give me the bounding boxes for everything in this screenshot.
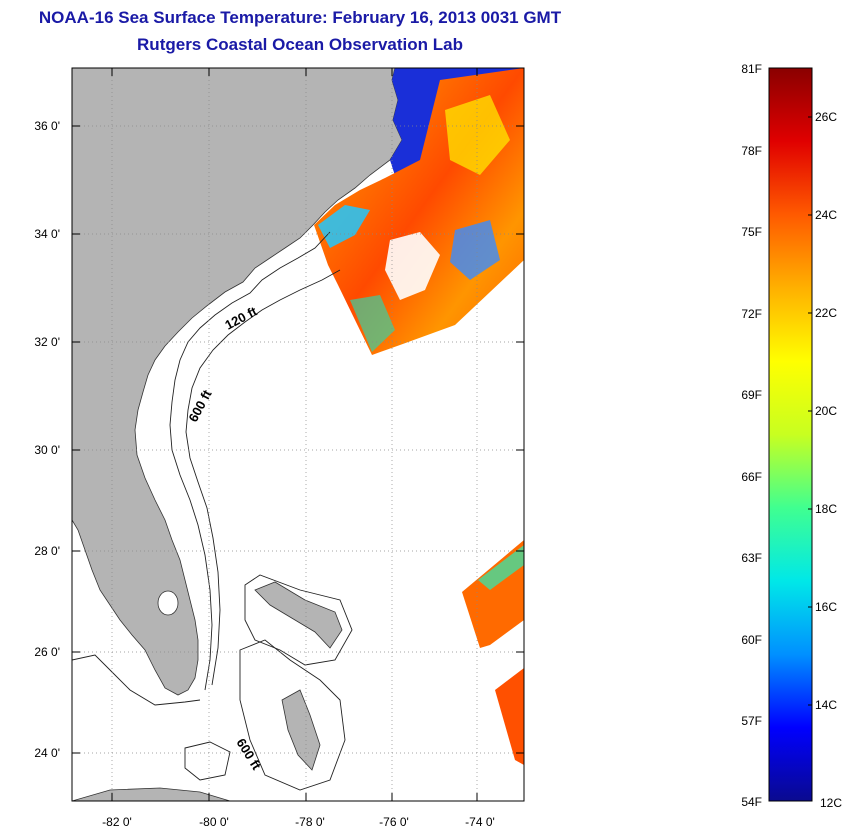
axis-ticks (72, 68, 524, 801)
land-bahamas-andros (281, 689, 321, 771)
lon-label: -74 0' (465, 815, 495, 829)
lon-label: -78 0' (295, 815, 325, 829)
lat-label: 36 0' (34, 119, 60, 133)
isobath-label-600ft: 600 ft (185, 387, 215, 425)
colorbar-label-f: 72F (741, 307, 762, 321)
land-cuba (72, 787, 231, 801)
colorbar-label-f: 81F (741, 62, 762, 76)
colorbar-label-f: 63F (741, 551, 762, 565)
colorbar-label-f: 75F (741, 225, 762, 239)
land-southeast-us (72, 68, 403, 696)
lon-label: -76 0' (379, 815, 409, 829)
lon-label: -80 0' (199, 815, 229, 829)
colorbar-f-labels: 81F 78F 75F 72F 69F 66F 63F 60F 57F 54F (741, 62, 762, 809)
map-subtitle: Rutgers Coastal Ocean Observation Lab (137, 35, 463, 54)
colorbar-label-c: 16C (815, 600, 837, 614)
lon-label: -82 0' (102, 815, 132, 829)
isobath-keys (72, 654, 201, 706)
lake-okeechobee (157, 590, 179, 616)
graticule (72, 68, 524, 801)
colorbar-label-c: 12C (820, 796, 842, 810)
colorbar-c-ticks (808, 116, 812, 706)
sst-cool-patch (318, 205, 370, 248)
lat-label: 24 0' (34, 746, 60, 760)
map-frame (71, 67, 525, 802)
lat-label: 30 0' (34, 443, 60, 457)
colorbar-label-f: 54F (741, 795, 762, 809)
colorbar-label-c: 20C (815, 404, 837, 418)
isobath-cuba-bank (184, 741, 231, 781)
colorbar-label-f: 60F (741, 633, 762, 647)
colorbar-label-f: 69F (741, 388, 762, 402)
isobath-bahamas (244, 574, 353, 666)
colorbar-label-c: 14C (815, 698, 837, 712)
colorbar-label-c: 26C (815, 110, 837, 124)
sst-swath-south-2 (495, 668, 524, 765)
sst-cool-patch (478, 545, 524, 590)
colorbar (768, 67, 813, 802)
colorbar-label-f: 66F (741, 470, 762, 484)
sst-warm-patch (445, 95, 510, 175)
lat-label: 34 0' (34, 227, 60, 241)
isobath-120ft (169, 231, 331, 691)
isobath-600ft (185, 269, 341, 686)
lat-label: 32 0' (34, 335, 60, 349)
sst-cool-patch (450, 220, 500, 280)
colorbar-c-labels: 26C 24C 22C 20C 18C 16C 14C 12C (815, 110, 842, 810)
isobath-label-600ft-south: 600 ft (233, 736, 264, 773)
sst-cool-patch (350, 295, 395, 352)
colorbar-label-c: 18C (815, 502, 837, 516)
colorbar-label-c: 24C (815, 208, 837, 222)
isobath-label-120ft: 120 ft (222, 303, 260, 333)
colorbar-label-f: 57F (741, 714, 762, 728)
cloud-gap (385, 232, 440, 300)
colorbar-label-c: 22C (815, 306, 837, 320)
land-bahamas-north (254, 581, 343, 649)
lat-label: 26 0' (34, 645, 60, 659)
lat-label: 28 0' (34, 544, 60, 558)
isobath-bahamas-south (239, 639, 346, 791)
map-title: NOAA-16 Sea Surface Temperature: Februar… (38, 8, 562, 27)
colorbar-label-f: 78F (741, 144, 762, 158)
